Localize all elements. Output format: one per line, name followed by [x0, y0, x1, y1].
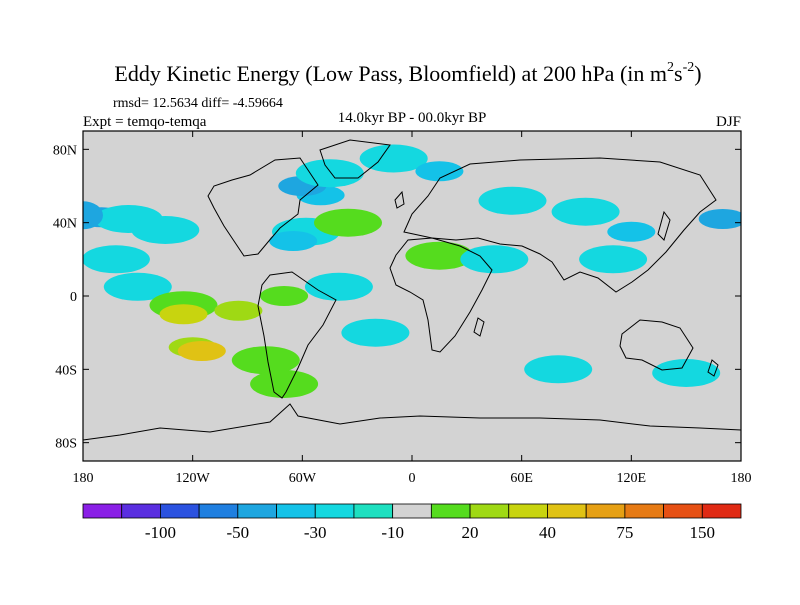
chart-title-main: Eddy Kinetic Energy (Low Pass, Bloomfiel… [114, 61, 667, 86]
colorbar-label-3: -10 [381, 523, 404, 542]
expt-label: Expt = temqo-temqa [83, 114, 207, 130]
colorbar-swatch-9 [430, 503, 471, 519]
x-tick-label-3: 0 [409, 471, 416, 486]
coastline-eurasia [403, 157, 717, 293]
stats-text: rmsd= 12.5634 diff= -4.59664 [113, 96, 283, 111]
coastline-antarctica [83, 403, 741, 441]
colorbar-swatch-2 [160, 503, 200, 519]
coastline-south-america [257, 271, 337, 399]
y-tick-label-4: 80S [55, 437, 77, 452]
y-tick-label-2: 0 [70, 290, 77, 305]
units-exponent-1: 2 [667, 60, 674, 75]
colorbar-swatch-7 [353, 503, 394, 519]
y-tick-label-3: 40S [55, 363, 77, 378]
colorbar-label-6: 75 [616, 523, 633, 542]
colorbar-swatch-0 [82, 503, 123, 519]
y-tick-label-1: 40N [53, 217, 77, 232]
field-cell-7 [214, 300, 263, 321]
field-cell-6 [159, 304, 208, 325]
axis-layer: 180 120W 60W 0 60E 120E 180 80N 40N 0 40S 80S [53, 131, 752, 486]
field-cell-10 [177, 341, 226, 361]
field-cell-22 [314, 208, 382, 237]
colorbar-label-0: -100 [145, 523, 176, 542]
field-layer [83, 144, 741, 398]
colorbar-swatch-16 [701, 503, 742, 519]
colorbar-swatch-12 [547, 503, 587, 519]
field-cell-28 [698, 209, 741, 229]
y-tick-label-0: 80N [53, 143, 77, 158]
field-cell-31 [652, 359, 721, 387]
coastline-japan [657, 210, 671, 241]
coastline-africa [389, 237, 493, 353]
field-cell-27 [607, 221, 656, 242]
coastline-new-zealand [707, 359, 719, 377]
field-cell-19 [415, 161, 464, 182]
coastlines [83, 139, 741, 441]
field-cell-14 [269, 231, 318, 251]
units-exponent-2: -2 [683, 60, 695, 75]
field-cell-20 [304, 272, 373, 301]
colorbar-swatch-10 [469, 503, 510, 519]
x-tick-label-6: 180 [731, 471, 752, 486]
field-cell-26 [551, 197, 620, 226]
colorbar-label-7: 150 [690, 523, 716, 542]
field-cell-29 [579, 245, 648, 274]
field-cell-30 [524, 355, 593, 384]
coastline-greenland [319, 139, 391, 179]
season-label: DJF [716, 114, 741, 130]
field-cell-24 [460, 245, 529, 274]
title-close-paren: ) [694, 61, 701, 86]
colorbar-label-2: -30 [304, 523, 327, 542]
field-cell-21 [341, 318, 410, 347]
colorbar-swatch-8 [392, 503, 432, 519]
field-cell-12 [250, 370, 319, 398]
field-cell-3 [83, 245, 150, 274]
field-cell-4 [103, 272, 172, 301]
colorbar-swatch-5 [276, 503, 316, 519]
field-cell-17 [295, 159, 364, 188]
colorbar-swatch-1 [121, 503, 161, 519]
colorbar-swatch-3 [198, 503, 239, 519]
field-cell-18 [359, 144, 428, 173]
colorbar-label-1: -50 [226, 523, 249, 542]
field-cell-2 [131, 216, 200, 244]
x-tick-label-2: 60W [289, 471, 317, 486]
coastline-australia [619, 319, 694, 371]
x-tick-label-5: 120E [617, 471, 647, 486]
coastline-madagascar [473, 317, 485, 337]
field-cell-25 [478, 186, 547, 215]
colorbar-label-4: 20 [462, 523, 479, 542]
coastline-uk [394, 190, 405, 209]
x-tick-label-0: 180 [73, 471, 94, 486]
colorbar-swatch-11 [508, 503, 548, 519]
units-s: s [674, 61, 683, 86]
colorbar-swatch-13 [585, 503, 626, 519]
colorbar-swatch-15 [663, 503, 703, 519]
map-panel: 180 120W 60W 0 60E 120E 180 80N 40N 0 40S 80S [53, 130, 752, 486]
x-tick-label-4: 60E [510, 471, 533, 486]
colorbar-swatch-4 [237, 503, 277, 519]
field-cell-8 [260, 286, 309, 306]
x-tick-label-1: 120W [176, 471, 211, 486]
coastline-north-america [207, 157, 319, 257]
subtitle: 14.0kyr BP - 00.0kyr BP [338, 110, 487, 126]
colorbar-swatch-6 [314, 503, 355, 519]
colorbar: -100 -50 -30 -10 20 40 75 150 [82, 503, 742, 542]
colorbar-label-5: 40 [539, 523, 556, 542]
field-cell-23 [405, 241, 474, 270]
field-cell-11 [231, 346, 300, 375]
colorbar-swatch-14 [624, 503, 664, 519]
chart-title: Eddy Kinetic Energy (Low Pass, Bloomfiel… [114, 60, 701, 86]
